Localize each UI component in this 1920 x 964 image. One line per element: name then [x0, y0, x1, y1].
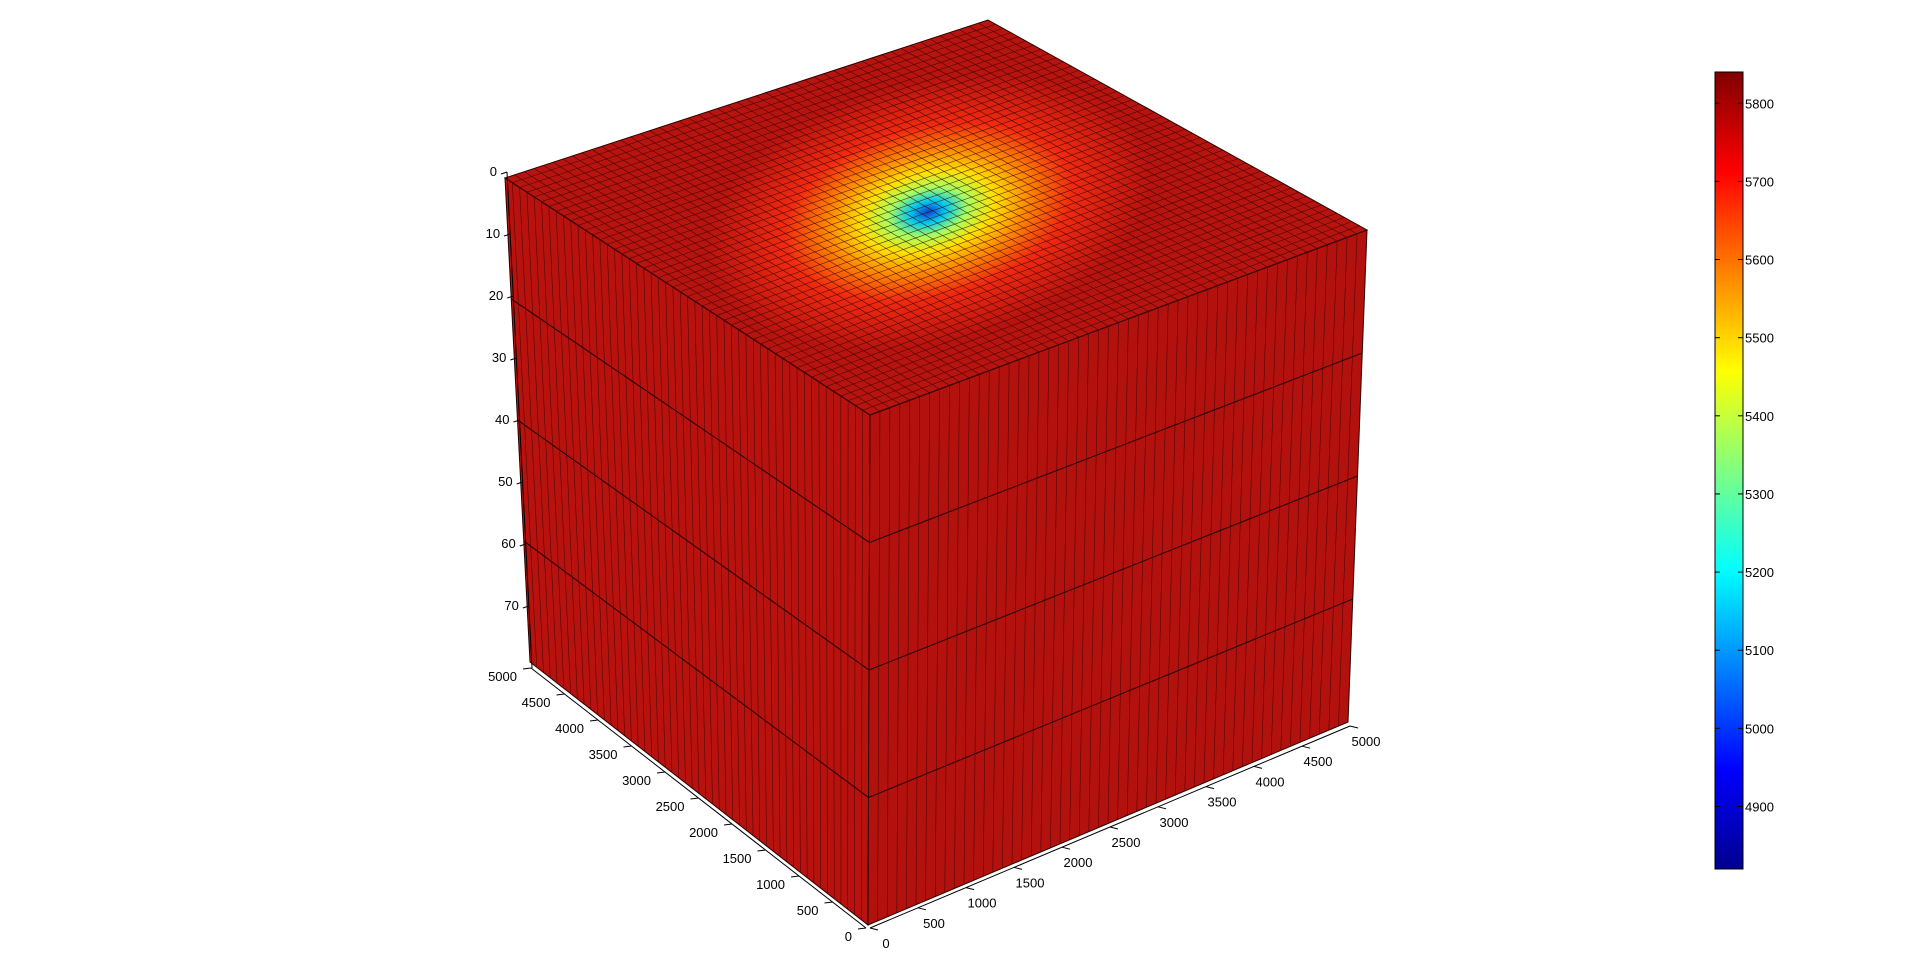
x-tick-label: 1500 [1016, 875, 1045, 890]
x-tick [1109, 826, 1119, 830]
x-tick [917, 907, 927, 911]
z-tick-label: 50 [498, 474, 512, 489]
x-tick-label: 2500 [1112, 835, 1141, 850]
z-tick-label: 70 [504, 598, 518, 613]
z-axis: 0 10 20 30 40 50 60 70 [486, 164, 533, 669]
y-tick [522, 667, 532, 670]
x-tick-label: 3500 [1208, 795, 1237, 810]
x-tick [1349, 725, 1359, 729]
y-tick-label: 500 [797, 903, 819, 918]
z-tick [513, 419, 520, 423]
y-tick [623, 745, 632, 748]
colorbar-tick-label: 5600 [1745, 253, 1774, 268]
x-tick-label: 4000 [1256, 774, 1285, 789]
y-axis: 0 500 1000 1500 2000 2500 3000 3500 4000 4500 5000 [488, 667, 867, 944]
colorbar-tick-label: 5500 [1745, 331, 1774, 346]
z-tick-label: 0 [490, 164, 497, 179]
y-tick-label: 1000 [756, 877, 785, 892]
y-tick [723, 823, 733, 826]
x-tick [1157, 806, 1167, 810]
y-tick [690, 797, 699, 800]
z-tick [500, 171, 508, 175]
colorbar-tick-label: 5100 [1745, 643, 1774, 658]
y-tick [824, 901, 833, 904]
y-tick-label: 0 [845, 929, 852, 944]
x-tick-label: 3000 [1160, 815, 1189, 830]
block-edge [504, 177, 1368, 416]
y-tick [790, 875, 800, 878]
z-tick [510, 357, 517, 361]
y-tick-label: 4000 [555, 721, 584, 736]
z-tick [516, 481, 523, 485]
x-tick [1061, 846, 1071, 850]
y-tick-label: 4500 [522, 695, 551, 710]
z-tick-label: 30 [492, 350, 506, 365]
z-tick [507, 295, 514, 299]
y-tick-label: 2500 [656, 799, 685, 814]
z-tick-label: 40 [495, 412, 509, 427]
y-tick-label: 5000 [488, 669, 517, 684]
colorbar-tick-label: 5200 [1745, 565, 1774, 580]
colorbar-tick-label: 5300 [1745, 487, 1774, 502]
x-tick-label: 5000 [1352, 734, 1381, 749]
z-tick [522, 605, 530, 609]
x-tick-label: 4500 [1304, 754, 1333, 769]
z-tick [519, 543, 526, 547]
y-tick [589, 719, 599, 722]
x-tick [1253, 765, 1263, 769]
block-3d [503, 19, 1369, 927]
y-tick-label: 1500 [723, 851, 752, 866]
y-tick [656, 771, 666, 774]
x-tick [1013, 866, 1023, 870]
top-anomaly [707, 74, 1149, 350]
colorbar-tick-label: 5700 [1745, 174, 1774, 189]
y-tick-label: 3000 [622, 773, 651, 788]
x-tick-label: 500 [923, 916, 945, 931]
x-tick-label: 0 [882, 936, 889, 951]
x-tick [965, 887, 975, 891]
x-tick-label: 1000 [968, 896, 997, 911]
colorbar-tick-label: 4900 [1745, 799, 1774, 814]
y-tick-label: 2000 [689, 825, 718, 840]
z-tick [503, 233, 511, 237]
y-tick-label: 3500 [589, 747, 618, 762]
z-tick-label: 20 [489, 288, 503, 303]
colorbar: 4900 5000 5100 5200 5300 5400 5500 5600 5700 5800 [1714, 71, 1774, 870]
z-tick-label: 60 [501, 536, 515, 551]
top-face-grid [512, 22, 1360, 412]
y-tick [556, 693, 565, 696]
x-tick [869, 927, 879, 931]
colorbar-tick-label: 5800 [1745, 96, 1774, 111]
colorbar-scale [1714, 71, 1744, 870]
colorbar-tick-label: 5400 [1745, 409, 1774, 424]
layer-lines [510, 298, 1363, 799]
x-tick [1301, 745, 1311, 749]
y-tick [757, 849, 766, 852]
x-axis: 0 500 1000 1500 2000 2500 3000 3500 4000 4500 5000 [869, 725, 1381, 951]
y-tick [857, 927, 867, 930]
x-tick [1205, 786, 1215, 790]
x-tick-label: 2000 [1064, 855, 1093, 870]
colorbar-tick-label: 5000 [1745, 721, 1774, 736]
z-tick-label: 10 [486, 226, 500, 241]
